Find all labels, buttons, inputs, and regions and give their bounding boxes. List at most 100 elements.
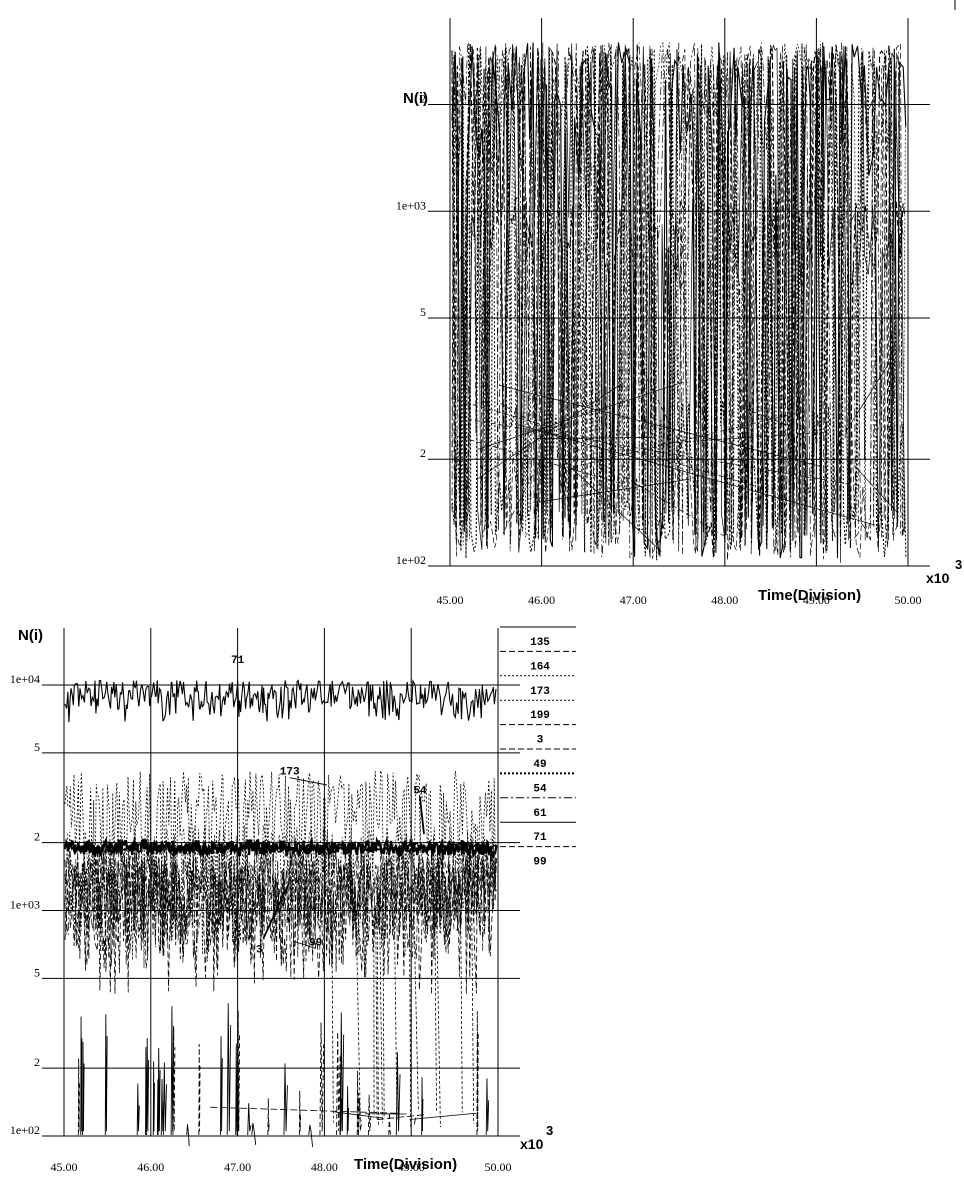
legend-label-3: 3 (537, 735, 544, 747)
top-connector-12 (477, 381, 684, 450)
top-connector-1 (454, 434, 622, 484)
bottom-burst-5 (152, 1061, 155, 1136)
bottom-y-tick-4: 2 (34, 830, 40, 844)
bottom-x-tick-labels: 45.00 46.00 47.00 48.00 49.00 50.00 (51, 1160, 512, 1174)
top-x-axis-title: Time(Division) (758, 587, 861, 604)
bottom-burst-25 (156, 1079, 160, 1136)
top-x-tick-5: 50.00 (895, 593, 922, 607)
bottom-burst-32 (339, 1012, 345, 1136)
bottom-burst-29 (247, 1103, 252, 1136)
bottom-drop-0 (394, 916, 398, 1123)
top-y-tick-2: 5 (420, 305, 426, 319)
bottom-burst-13 (162, 1062, 167, 1136)
bottom-x-tick-5: 50.00 (485, 1160, 512, 1174)
bottom-burst-35 (339, 1076, 342, 1136)
bottom-floor-link-5 (209, 1106, 398, 1114)
top-connector-4 (561, 458, 662, 552)
bottom-burst-14 (146, 1038, 150, 1136)
bottom-burst-19 (136, 1083, 140, 1136)
bottom-legend: 135 164 173 199 3 49 54 61 71 99 (500, 626, 576, 869)
top-x-tick-3: 48.00 (711, 593, 738, 607)
bottom-burst-36 (336, 1032, 341, 1136)
top-connector-11 (451, 398, 755, 487)
bottom-burst-28 (82, 1041, 85, 1136)
top-connector-15 (661, 431, 826, 444)
bottom-floor-link-3 (413, 1117, 417, 1126)
bottom-burst-2 (421, 1077, 424, 1136)
bottom-drop-9 (375, 911, 378, 1122)
top-y-tick-0: 1e+02 (396, 553, 426, 567)
bottom-x-multiplier-exponent: 3 (546, 1123, 553, 1138)
bottom-y-axis-title: N(i) (18, 627, 43, 644)
bottom-burst-3 (198, 1044, 201, 1136)
top-y-tick-1: 2 (420, 446, 426, 460)
top-connector-14 (499, 384, 822, 468)
bottom-burst-33 (298, 1090, 302, 1136)
bottom-drop-3 (434, 912, 437, 1112)
bottom-burst-26 (283, 1063, 288, 1136)
bottom-series-54 (63, 836, 498, 860)
annotation-71: 71 (231, 655, 245, 667)
bottom-x-tick-3: 48.00 (311, 1160, 338, 1174)
bottom-annotations: 71 173 54 3 99 (231, 655, 427, 957)
bottom-drop-12 (382, 903, 385, 1119)
chart-top: 1e+02 2 5 1e+03 2 45.00 46.00 47.00 48.00 49.00 5… (396, 18, 962, 607)
legend-label-135: 135 (530, 637, 550, 649)
bottom-burst-24 (319, 1022, 325, 1136)
bottom-burst-27 (388, 1112, 392, 1136)
top-connector-13 (742, 407, 795, 429)
bottom-y-tick-2: 5 (34, 965, 40, 979)
top-x-tick-4: 49.00 (803, 593, 830, 607)
top-series-line-6 (451, 41, 906, 559)
bottom-series-61 (64, 845, 497, 970)
bottom-drop-13 (379, 916, 383, 1123)
bottom-x-axis-title: Time(Division) (354, 1156, 457, 1173)
bottom-y-tick-0: 1e+02 (10, 1123, 40, 1137)
top-series-line-7 (451, 42, 905, 554)
annotation-54: 54 (413, 786, 427, 798)
top-x-tick-0: 45.00 (437, 593, 464, 607)
top-connector-8 (534, 478, 690, 503)
bottom-series-135 (64, 840, 497, 856)
top-x-tick-1: 46.00 (528, 593, 555, 607)
annotation-3: 3 (256, 945, 263, 957)
annotation-arrow-54 (418, 796, 425, 835)
bottom-drop-5 (409, 909, 412, 1128)
annotation-arrow-173 (289, 777, 328, 786)
bottom-floor-link-4 (334, 1111, 383, 1119)
top-y-tick-4: 2 (420, 91, 426, 105)
bottom-y-tick-3: 1e+03 (10, 897, 40, 911)
bottom-x-tick-0: 45.00 (51, 1160, 78, 1174)
bottom-burst-31 (80, 1016, 83, 1136)
bottom-burst-11 (308, 1124, 314, 1147)
bottom-burst-8 (170, 1006, 175, 1136)
bottom-burst-0 (172, 1025, 176, 1136)
top-connector-2 (517, 424, 876, 526)
top-data-lines (451, 41, 907, 563)
top-x-multiplier: x10 (926, 570, 950, 586)
bottom-floor-link-0 (409, 1112, 479, 1120)
bottom-burst-23 (104, 1014, 108, 1136)
bottom-burst-37 (226, 1003, 232, 1136)
bottom-drop-7 (413, 901, 419, 1112)
annotation-arrow-99 (292, 940, 316, 949)
bottom-y-tick-1: 2 (34, 1055, 40, 1069)
legend-label-71: 71 (533, 832, 547, 844)
top-y-tick-3: 1e+03 (396, 198, 426, 212)
top-connector-5 (638, 361, 697, 476)
annotation-99: 99 (309, 937, 322, 949)
annotation-173: 173 (280, 767, 300, 779)
top-connector-17 (470, 419, 859, 486)
legend-label-164: 164 (530, 661, 550, 673)
top-x-tick-2: 47.00 (620, 593, 647, 607)
top-connector-16 (535, 437, 654, 439)
bottom-drop-1 (435, 895, 441, 1128)
top-connector-7 (497, 401, 725, 537)
bottom-burst-34 (485, 1078, 490, 1136)
bottom-x-tick-2: 47.00 (224, 1160, 251, 1174)
top-y-axis-title: N(i) (403, 90, 428, 107)
bottom-burst-30 (237, 1010, 241, 1136)
bottom-burst-20 (251, 1123, 257, 1145)
bottom-burst-6 (358, 1098, 363, 1136)
top-x-tick-labels: 45.00 46.00 47.00 48.00 49.00 50.00 (437, 593, 922, 607)
